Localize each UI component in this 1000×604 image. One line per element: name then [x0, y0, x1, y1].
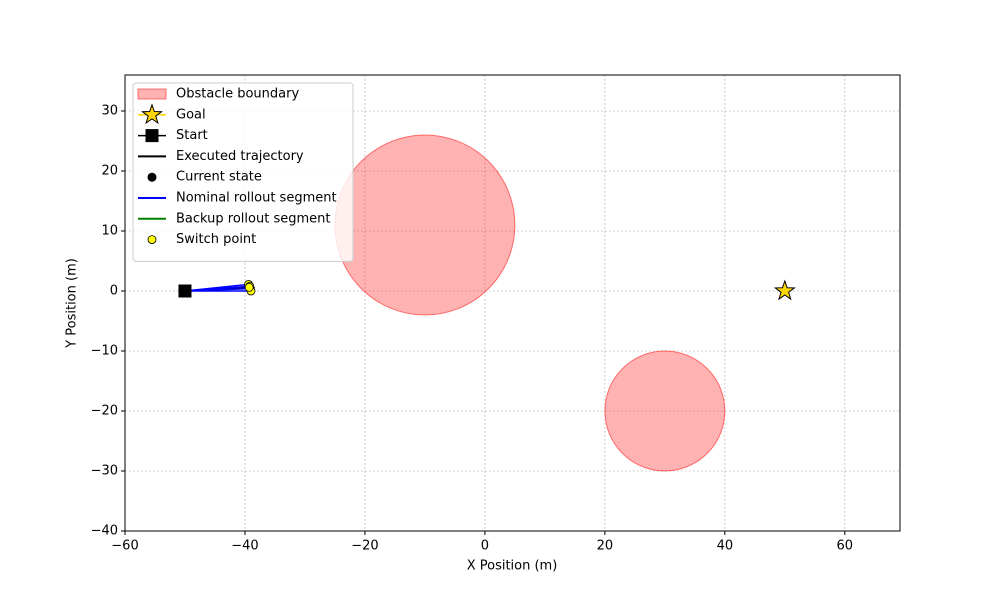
legend-label: Current state [176, 170, 262, 185]
legend-box [132, 82, 354, 262]
legend-marker [141, 103, 163, 125]
y-tick-label: −40 [91, 524, 118, 539]
legend-marker [145, 129, 159, 143]
y-tick-label: −10 [91, 344, 118, 359]
x-tick-label: 60 [837, 539, 854, 554]
y-tick-label: 10 [101, 224, 118, 239]
start-marker [178, 284, 192, 298]
legend-marker [147, 172, 157, 182]
switch-point [244, 282, 254, 292]
legend-label: Backup rollout segment [176, 211, 330, 226]
y-tick-label: 20 [101, 164, 118, 179]
y-tick-label: 0 [110, 284, 118, 299]
x-tick-label: 20 [597, 539, 614, 554]
x-tick-label: −40 [231, 539, 258, 554]
y-axis-label: Y Position (m) [65, 258, 80, 349]
y-tick-label: −20 [91, 404, 118, 419]
x-tick-label: −60 [111, 539, 138, 554]
legend-label: Nominal rollout segment [176, 191, 337, 206]
y-tick-label: −30 [91, 464, 118, 479]
legend-label: Executed trajectory [176, 149, 304, 164]
x-tick-label: 40 [717, 539, 734, 554]
obstacle [334, 134, 516, 316]
trajectory-line [184, 285, 250, 292]
legend-label: Start [176, 128, 208, 143]
plot-frame [124, 74, 901, 532]
goal-marker [773, 279, 796, 301]
legend-label: Switch point [176, 232, 256, 247]
legend-label: Goal [176, 107, 206, 122]
x-tick-label: 0 [481, 539, 489, 554]
legend-marker [147, 235, 157, 245]
x-axis-label: X Position (m) [467, 559, 558, 574]
obstacle [604, 350, 726, 472]
plot-area [178, 134, 796, 472]
legend-label: Obstacle boundary [176, 87, 299, 102]
y-tick-label: 30 [101, 104, 118, 119]
x-tick-label: −20 [351, 539, 378, 554]
legend: Obstacle boundary Goal Start Executed traje… [132, 82, 354, 262]
legend-swatch [137, 88, 167, 100]
